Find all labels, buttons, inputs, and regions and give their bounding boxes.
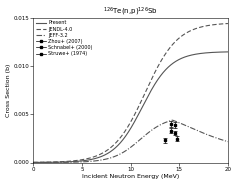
Legend: Present, JENDL-4.0, JEFF-3.2, Zhou+ (2007), Schnabel+ (2000), Struwe+ (1974): Present, JENDL-4.0, JEFF-3.2, Zhou+ (200… [35, 19, 94, 57]
Present [221, 51, 224, 53]
JENDL-4.0 [127, 126, 129, 128]
JEFF-3.2 [227, 141, 229, 143]
JENDL-4.0 [32, 161, 35, 164]
X-axis label: Incident Neutron Energy (MeV): Incident Neutron Energy (MeV) [82, 174, 179, 179]
JEFF-3.2 [127, 148, 129, 150]
JENDL-4.0 [185, 32, 188, 34]
Present [227, 51, 229, 53]
Line: Present: Present [33, 52, 228, 162]
Present [42, 161, 45, 164]
JENDL-4.0 [227, 22, 229, 25]
Y-axis label: Cross Section (b): Cross Section (b) [5, 63, 11, 117]
JENDL-4.0 [42, 161, 45, 163]
Present [127, 132, 129, 134]
JEFF-3.2 [221, 139, 224, 141]
JEFF-3.2 [32, 161, 35, 164]
JENDL-4.0 [221, 23, 224, 25]
Present [221, 51, 224, 53]
JENDL-4.0 [121, 133, 124, 136]
JEFF-3.2 [42, 161, 45, 164]
Line: JENDL-4.0: JENDL-4.0 [33, 23, 228, 162]
JEFF-3.2 [171, 119, 174, 121]
JEFF-3.2 [221, 139, 224, 141]
Present [185, 55, 188, 58]
Present [121, 139, 124, 141]
JEFF-3.2 [121, 152, 124, 154]
JENDL-4.0 [221, 23, 224, 25]
Present [32, 161, 35, 164]
Line: JEFF-3.2: JEFF-3.2 [33, 120, 228, 162]
Title: $^{126}$Te(n,p)$^{126}$Sb: $^{126}$Te(n,p)$^{126}$Sb [103, 6, 158, 18]
JEFF-3.2 [185, 125, 188, 127]
